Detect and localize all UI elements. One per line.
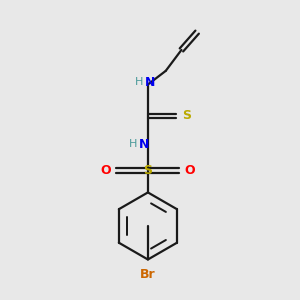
Text: O: O xyxy=(101,164,111,177)
Text: H: H xyxy=(135,77,144,87)
Text: S: S xyxy=(182,110,191,122)
Text: Br: Br xyxy=(140,268,156,281)
Text: N: N xyxy=(145,76,155,89)
Text: O: O xyxy=(184,164,195,177)
Text: H: H xyxy=(129,139,137,149)
Text: N: N xyxy=(139,138,149,151)
Text: S: S xyxy=(143,164,152,177)
